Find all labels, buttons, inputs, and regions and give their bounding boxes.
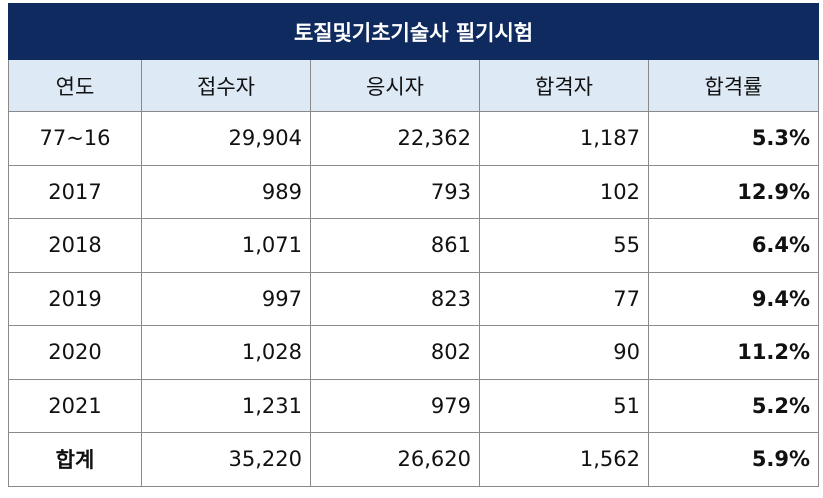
total-row: 합계 35,220 26,620 1,562 5.9% [8, 432, 820, 487]
cell-applicants: 1,028 [141, 325, 311, 380]
cell-passers: 1,187 [479, 111, 649, 166]
cell-year: 77~16 [8, 111, 142, 166]
cell-pass-rate: 5.3% [647, 111, 820, 166]
cell-applicants: 1,231 [141, 378, 311, 433]
header-year: 연도 [8, 59, 142, 112]
table-row: 2021 1,231 979 51 5.2% [8, 378, 820, 433]
cell-pass-rate: 11.2% [647, 325, 820, 380]
stats-table: 토질및기초기술사 필기시험 연도 접수자 응시자 합격자 합격률 77~16 2… [7, 3, 820, 487]
total-examinees: 26,620 [310, 432, 480, 487]
cell-passers: 90 [479, 325, 649, 380]
cell-year: 2021 [8, 378, 142, 433]
table-row: 77~16 29,904 22,362 1,187 5.3% [8, 111, 820, 166]
header-applicants: 접수자 [141, 59, 311, 112]
cell-examinees: 979 [310, 378, 480, 433]
cell-applicants: 29,904 [141, 111, 311, 166]
header-examinees: 응시자 [310, 59, 480, 112]
total-label: 합계 [8, 432, 142, 487]
title-row: 토질및기초기술사 필기시험 [7, 3, 820, 60]
cell-examinees: 793 [310, 164, 480, 219]
cell-year: 2018 [8, 218, 142, 273]
table-row: 2020 1,028 802 90 11.2% [8, 325, 820, 380]
cell-applicants: 1,071 [141, 218, 311, 273]
cell-year: 2020 [8, 325, 142, 380]
table-title: 토질및기초기술사 필기시험 [7, 3, 820, 60]
header-passers: 합격자 [479, 59, 649, 112]
table-row: 2019 997 823 77 9.4% [8, 271, 820, 326]
cell-examinees: 802 [310, 325, 480, 380]
cell-pass-rate: 5.2% [647, 378, 820, 433]
header-row: 연도 접수자 응시자 합격자 합격률 [8, 59, 820, 112]
cell-passers: 77 [479, 271, 649, 326]
cell-pass-rate: 12.9% [647, 164, 820, 219]
cell-examinees: 22,362 [310, 111, 480, 166]
cell-pass-rate: 6.4% [647, 218, 820, 273]
cell-applicants: 997 [141, 271, 311, 326]
cell-examinees: 861 [310, 218, 480, 273]
total-applicants: 35,220 [141, 432, 311, 487]
cell-examinees: 823 [310, 271, 480, 326]
cell-passers: 55 [479, 218, 649, 273]
cell-passers: 51 [479, 378, 649, 433]
total-pass-rate: 5.9% [647, 432, 820, 487]
table-row: 2017 989 793 102 12.9% [8, 164, 820, 219]
cell-year: 2019 [8, 271, 142, 326]
cell-applicants: 989 [141, 164, 311, 219]
header-pass-rate: 합격률 [647, 59, 820, 112]
cell-pass-rate: 9.4% [647, 271, 820, 326]
table-row: 2018 1,071 861 55 6.4% [8, 218, 820, 273]
total-passers: 1,562 [479, 432, 649, 487]
cell-passers: 102 [479, 164, 649, 219]
cell-year: 2017 [8, 164, 142, 219]
